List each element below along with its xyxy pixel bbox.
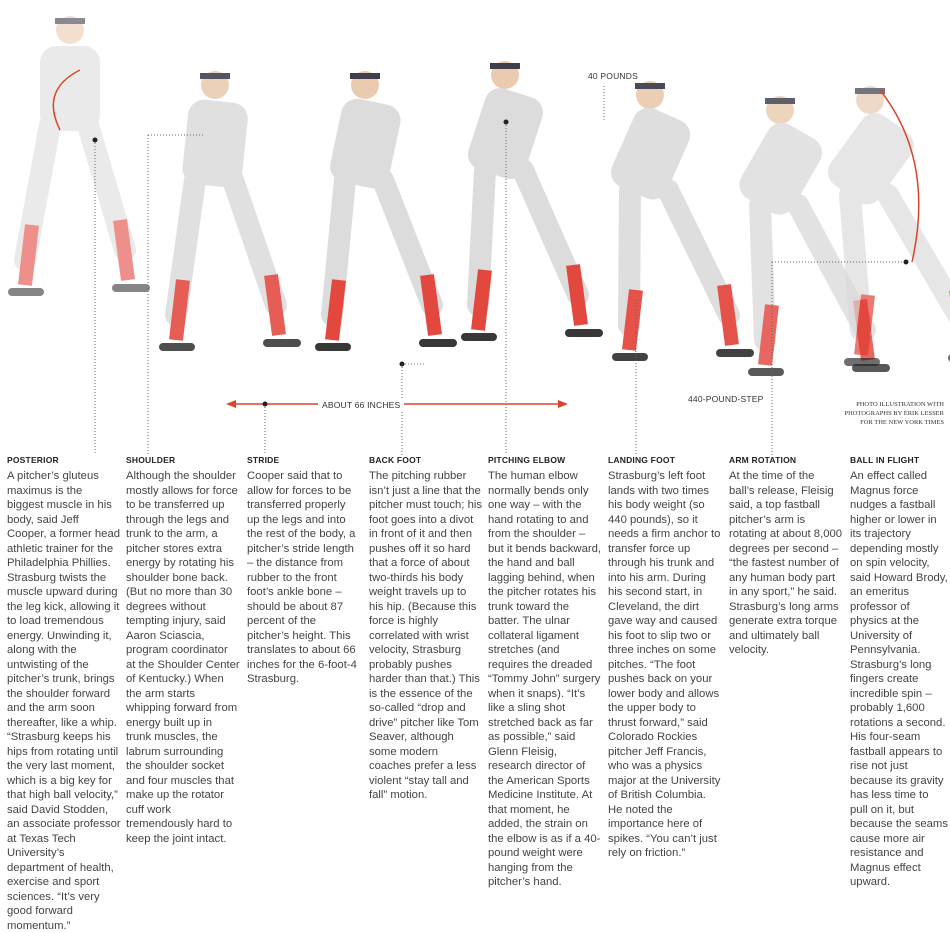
leader-lines xyxy=(94,86,906,455)
column-ball-in-flight: BALL IN FLIGHT An effect called Magnus fo… xyxy=(850,455,948,890)
column-title: SHOULDER xyxy=(126,455,176,465)
column-text: The pitching rubber isn’t just a line th… xyxy=(369,470,483,801)
column-title: PITCHING ELBOW xyxy=(488,455,566,465)
column-stride: STRIDE Cooper said that to allow for forc… xyxy=(247,455,361,687)
pitching-sequence-illustration xyxy=(8,16,950,455)
leader-back-foot xyxy=(401,363,425,455)
column-title: POSTERIOR xyxy=(7,455,59,465)
photo-credit: PHOTO ILLUSTRATION WITH PHOTOGRAPHS BY E… xyxy=(844,400,944,427)
step-label: 440-POUND-STEP xyxy=(688,394,764,404)
stride-length-label: ABOUT 66 INCHES xyxy=(318,400,405,410)
credit-line: PHOTOGRAPHS BY ERIK LESSER xyxy=(844,410,944,417)
pitcher-figure xyxy=(739,96,890,376)
hip-rotation-arc xyxy=(52,69,81,131)
pitcher-figure xyxy=(8,16,150,296)
column-shoulder: SHOULDER Although the shoulder mostly all… xyxy=(126,455,240,846)
pitcher-figure xyxy=(827,86,950,366)
column-text: A pitcher’s gluteus maximus is the bigge… xyxy=(7,470,121,932)
ball-flight-arc xyxy=(879,89,920,263)
column-landing-foot: LANDING FOOT Strasburg’s left foot lands … xyxy=(608,455,722,861)
column-title: BACK FOOT xyxy=(369,455,422,465)
column-back-foot: BACK FOOT The pitching rubber isn’t just … xyxy=(369,455,483,803)
leader-arm-rotation xyxy=(771,261,906,455)
column-posterior: POSTERIOR A pitcher’s gluteus maximus is … xyxy=(7,455,121,933)
weight-label: 40 POUNDS xyxy=(588,71,638,81)
credit-line: PHOTO ILLUSTRATION WITH xyxy=(856,401,944,408)
marker-dots xyxy=(92,119,909,367)
column-title: BALL IN FLIGHT xyxy=(850,455,920,465)
leader-posterior xyxy=(94,140,96,455)
column-pitching-elbow: PITCHING ELBOW The human elbow normally b… xyxy=(488,455,602,890)
column-text: The human elbow normally bends only one … xyxy=(488,470,602,888)
pitcher-figure xyxy=(611,81,754,361)
pitcher-figure xyxy=(315,71,457,351)
column-title: LANDING FOOT xyxy=(608,455,676,465)
column-text: An effect called Magnus force nudges a f… xyxy=(850,470,948,888)
column-arm-rotation: ARM ROTATION At the time of the ball’s re… xyxy=(729,455,843,658)
column-text: Although the shoulder mostly allows for … xyxy=(126,470,240,845)
pitcher-figure xyxy=(461,61,603,341)
credit-line: FOR THE NEW YORK TIMES xyxy=(860,419,944,426)
leader-shoulder xyxy=(147,134,205,455)
column-title: ARM ROTATION xyxy=(729,455,797,465)
column-text: Strasburg’s left foot lands with two tim… xyxy=(608,470,721,859)
column-text: At the time of the ball’s release, Fleis… xyxy=(729,470,843,656)
column-text: Cooper said that to allow for forces to … xyxy=(247,470,357,685)
column-title: STRIDE xyxy=(247,455,280,465)
pitcher-figure xyxy=(159,71,301,351)
